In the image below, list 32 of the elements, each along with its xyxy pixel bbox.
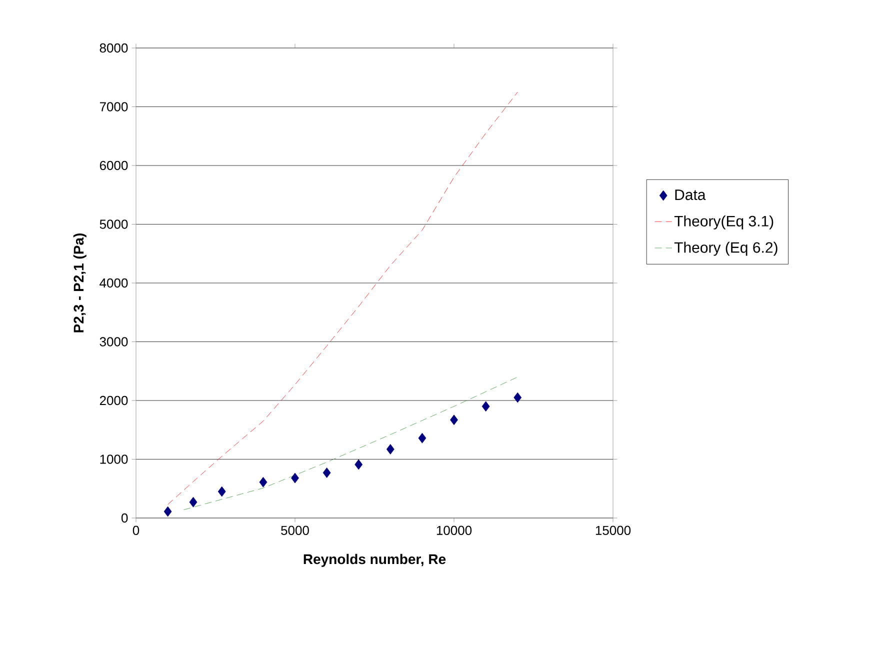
y-tick-label: 5000 [100,220,128,229]
y-tick-label: 0 [121,513,128,523]
y-tick-label: 2000 [100,396,128,406]
point [218,486,226,497]
y-tick-label: 1000 [100,454,128,464]
legend-label: Theory (Eq 6.2) [674,242,778,256]
y-tick-label: 6000 [100,160,128,170]
y-axis-title: P2,3 - P2,1 (Pa) [73,234,86,332]
y-tick-label: 3000 [100,337,128,346]
point [354,459,363,470]
line-series [168,92,518,505]
point [514,392,522,403]
x-tick-label: 10000 [436,526,472,536]
point [322,468,331,478]
x-axis-title: Reynolds number, Re [304,554,446,567]
point [291,472,299,484]
point [164,506,172,517]
legend-label: Theory(Eq 3.1) [674,215,774,230]
point [482,401,490,412]
point [386,444,394,454]
point [450,414,458,426]
x-tick-label: 0 [132,526,140,536]
y-tick-label: 4000 [100,278,128,288]
y-tick-label: 7000 [100,102,128,112]
point [189,496,198,508]
point [259,476,268,488]
line-series [184,376,518,510]
x-tick-label: 5000 [281,526,309,536]
legend-label: Data [675,190,706,200]
point [418,432,426,444]
y-tick-label: 8000 [100,43,128,53]
x-tick-label: 15000 [596,526,631,536]
